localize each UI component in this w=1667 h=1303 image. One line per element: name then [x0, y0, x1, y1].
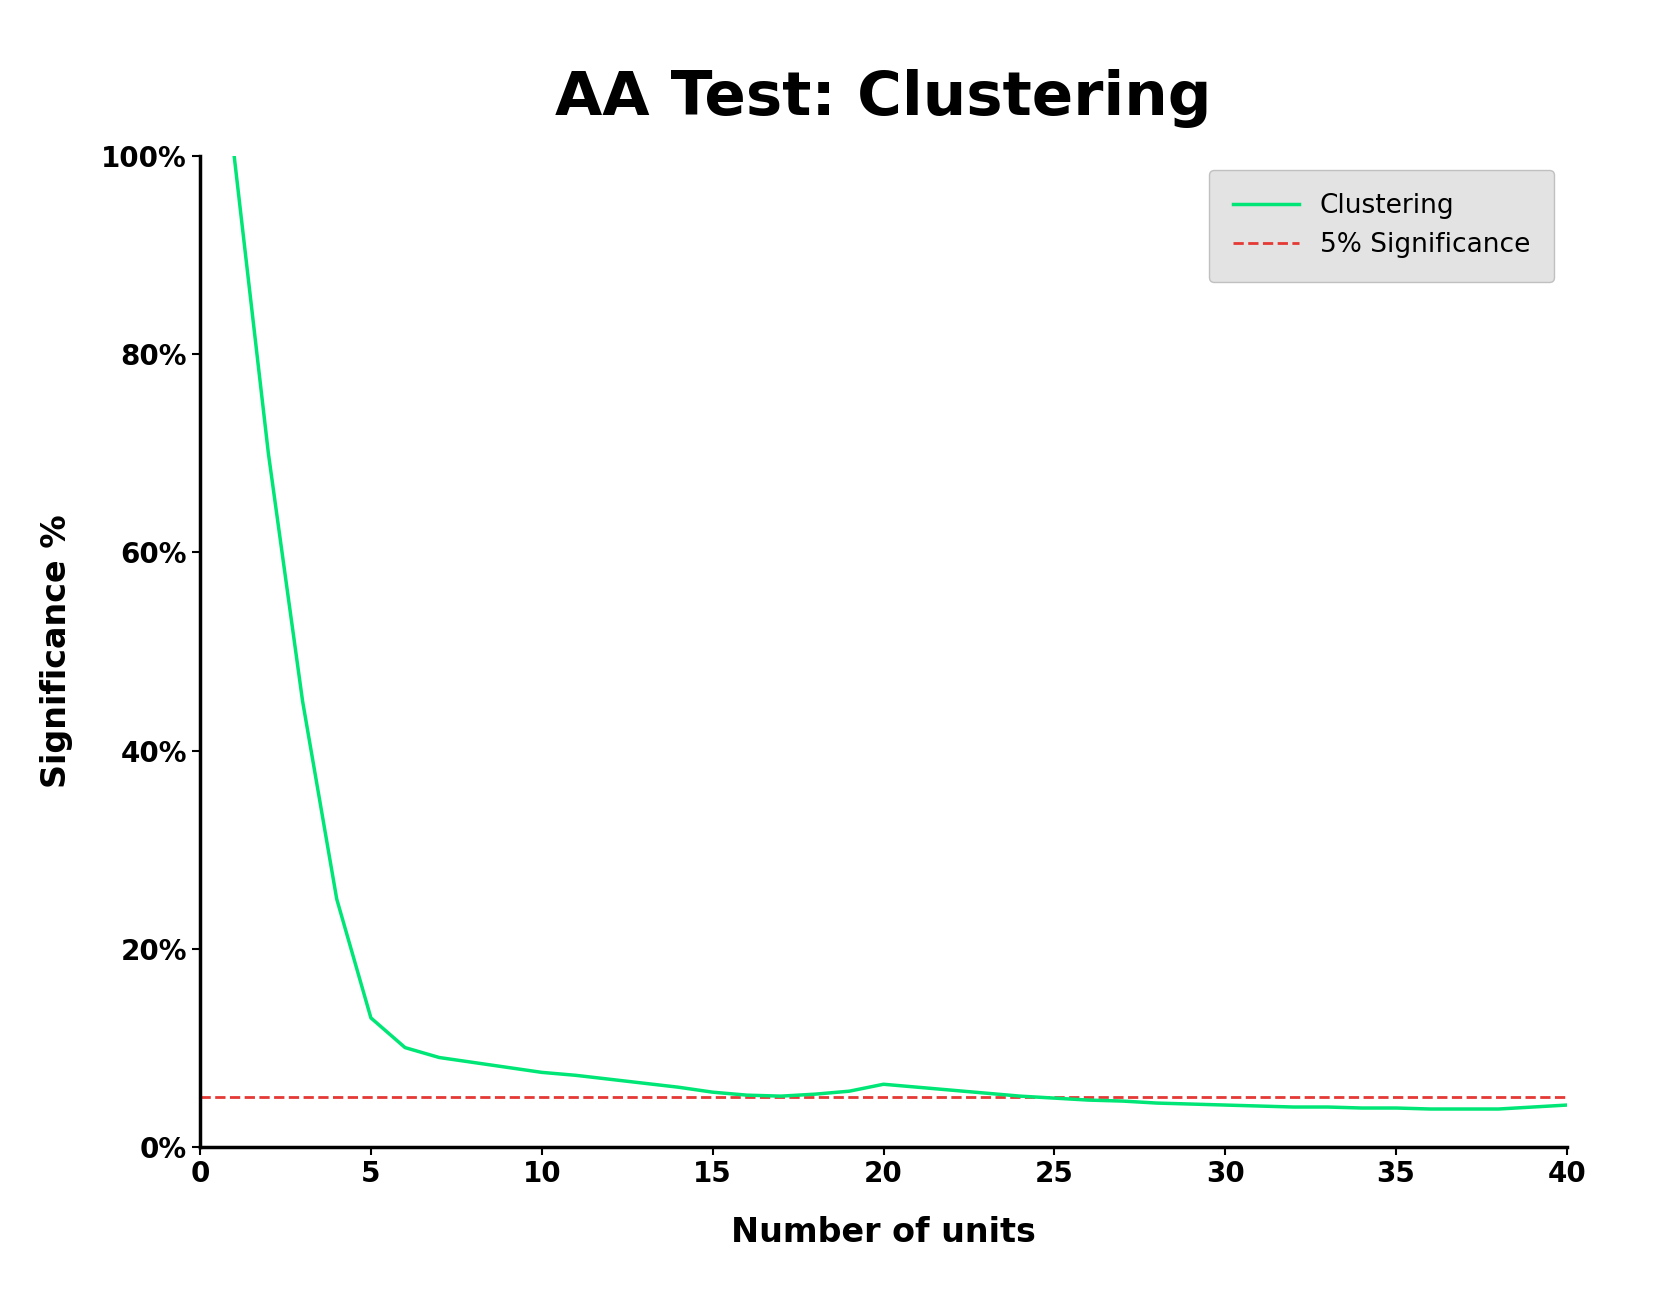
Clustering	[1010, 1088, 1030, 1104]
Clustering	[1215, 1097, 1235, 1113]
Clustering	[1319, 1100, 1339, 1115]
Clustering	[874, 1076, 894, 1092]
Clustering	[737, 1087, 757, 1102]
Clustering	[1352, 1100, 1372, 1115]
Clustering	[1182, 1096, 1202, 1111]
5% Significance	[190, 1089, 210, 1105]
5% Significance	[223, 1089, 243, 1105]
Clustering	[1489, 1101, 1509, 1117]
Line: Clustering: Clustering	[233, 156, 1567, 1109]
Clustering	[633, 1075, 653, 1091]
Clustering	[600, 1071, 620, 1087]
Clustering	[1557, 1097, 1577, 1113]
Clustering	[840, 1083, 860, 1098]
X-axis label: Number of units: Number of units	[732, 1216, 1035, 1248]
Clustering	[258, 446, 278, 461]
Clustering	[430, 1050, 450, 1066]
Clustering	[907, 1079, 927, 1095]
Clustering	[1284, 1100, 1304, 1115]
Clustering	[1147, 1096, 1167, 1111]
Clustering	[770, 1088, 792, 1104]
Clustering	[327, 891, 347, 907]
Clustering	[395, 1040, 415, 1055]
Clustering	[223, 149, 243, 164]
Clustering	[1044, 1091, 1064, 1106]
Clustering	[1524, 1100, 1544, 1115]
Clustering	[942, 1083, 962, 1098]
Clustering	[532, 1065, 552, 1080]
Clustering	[463, 1054, 483, 1070]
Legend: Clustering, 5% Significance: Clustering, 5% Significance	[1209, 169, 1554, 283]
Clustering	[1454, 1101, 1475, 1117]
Clustering	[497, 1059, 517, 1075]
Clustering	[668, 1079, 688, 1095]
Clustering	[567, 1067, 587, 1083]
Clustering	[1420, 1101, 1440, 1117]
Clustering	[1250, 1098, 1270, 1114]
Clustering	[293, 693, 313, 709]
Clustering	[703, 1084, 723, 1100]
Clustering	[1079, 1092, 1099, 1108]
Clustering	[1387, 1100, 1407, 1115]
Title: AA Test: Clustering: AA Test: Clustering	[555, 69, 1212, 128]
Y-axis label: Significance %: Significance %	[40, 515, 73, 788]
Clustering	[1114, 1093, 1134, 1109]
Clustering	[360, 1010, 380, 1025]
Clustering	[977, 1085, 997, 1101]
Clustering	[805, 1087, 825, 1102]
